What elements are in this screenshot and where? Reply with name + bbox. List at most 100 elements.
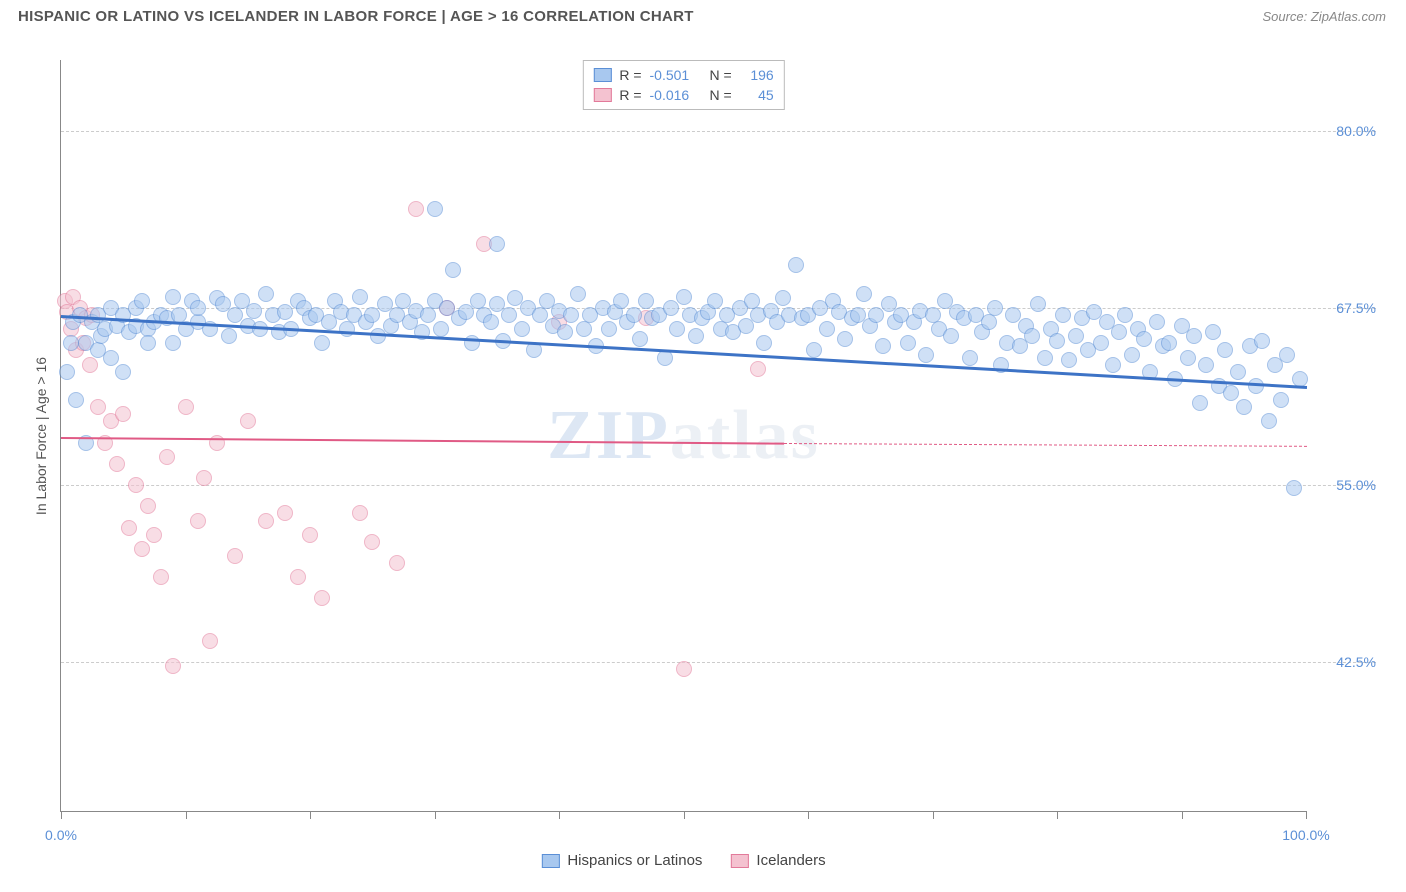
x-tick <box>61 811 62 819</box>
data-point-icelander <box>364 534 380 550</box>
data-point-icelander <box>750 361 766 377</box>
data-point-hispanic <box>134 293 150 309</box>
data-point-hispanic <box>1093 335 1109 351</box>
data-point-hispanic <box>756 335 772 351</box>
data-point-hispanic <box>1030 296 1046 312</box>
data-point-icelander <box>190 513 206 529</box>
n-label: N = <box>710 87 732 103</box>
data-point-hispanic <box>1279 347 1295 363</box>
data-point-icelander <box>676 661 692 677</box>
trend-line <box>61 437 784 445</box>
data-point-hispanic <box>445 262 461 278</box>
data-point-hispanic <box>1061 352 1077 368</box>
r-value: -0.501 <box>650 67 702 83</box>
stats-row: R = -0.016 N = 45 <box>593 85 773 105</box>
data-point-hispanic <box>1205 324 1221 340</box>
data-point-hispanic <box>252 321 268 337</box>
data-point-hispanic <box>819 321 835 337</box>
r-label: R = <box>619 87 641 103</box>
x-tick <box>186 811 187 819</box>
data-point-icelander <box>389 555 405 571</box>
legend-swatch <box>593 68 611 82</box>
n-value: 196 <box>740 67 774 83</box>
data-point-icelander <box>134 541 150 557</box>
data-point-hispanic <box>1254 333 1270 349</box>
data-point-hispanic <box>1124 347 1140 363</box>
data-point-icelander <box>258 513 274 529</box>
data-point-hispanic <box>1117 307 1133 323</box>
data-point-icelander <box>240 413 256 429</box>
data-point-hispanic <box>563 307 579 323</box>
grid-line <box>61 662 1376 663</box>
data-point-hispanic <box>868 307 884 323</box>
legend-label: Icelanders <box>756 852 825 869</box>
data-point-hispanic <box>1198 357 1214 373</box>
data-point-hispanic <box>352 289 368 305</box>
y-tick-label: 67.5% <box>1316 300 1376 316</box>
data-point-hispanic <box>526 342 542 358</box>
data-point-hispanic <box>707 293 723 309</box>
r-label: R = <box>619 67 641 83</box>
data-point-hispanic <box>458 304 474 320</box>
data-point-hispanic <box>900 335 916 351</box>
data-point-icelander <box>159 449 175 465</box>
data-point-hispanic <box>943 328 959 344</box>
data-point-hispanic <box>1037 350 1053 366</box>
data-point-hispanic <box>1068 328 1084 344</box>
data-point-hispanic <box>489 236 505 252</box>
data-point-icelander <box>227 548 243 564</box>
plot-area: In Labor Force | Age > 16 ZIPatlas R =-0… <box>60 60 1306 812</box>
n-value: 45 <box>740 87 774 103</box>
data-point-hispanic <box>738 318 754 334</box>
y-tick-label: 80.0% <box>1316 123 1376 139</box>
r-value: -0.016 <box>650 87 702 103</box>
data-point-icelander <box>115 406 131 422</box>
data-point-hispanic <box>1105 357 1121 373</box>
data-point-hispanic <box>676 289 692 305</box>
data-point-hispanic <box>514 321 530 337</box>
data-point-hispanic <box>806 342 822 358</box>
legend-item: Hispanics or Latinos <box>541 852 702 869</box>
data-point-hispanic <box>1273 392 1289 408</box>
data-point-hispanic <box>570 286 586 302</box>
data-point-hispanic <box>1230 364 1246 380</box>
legend-label: Hispanics or Latinos <box>567 852 702 869</box>
x-tick <box>1306 811 1307 819</box>
data-point-hispanic <box>1217 342 1233 358</box>
data-point-hispanic <box>557 324 573 340</box>
data-point-hispanic <box>339 321 355 337</box>
data-point-hispanic <box>165 335 181 351</box>
y-tick-label: 42.5% <box>1316 654 1376 670</box>
data-point-hispanic <box>775 290 791 306</box>
data-point-hispanic <box>1192 395 1208 411</box>
data-point-icelander <box>209 435 225 451</box>
data-point-icelander <box>140 498 156 514</box>
data-point-hispanic <box>1161 335 1177 351</box>
data-point-hispanic <box>856 286 872 302</box>
x-tick <box>933 811 934 819</box>
data-point-icelander <box>302 527 318 543</box>
data-point-icelander <box>352 505 368 521</box>
data-point-icelander <box>82 357 98 373</box>
data-point-hispanic <box>632 331 648 347</box>
x-tick <box>559 811 560 819</box>
data-point-hispanic <box>68 392 84 408</box>
data-point-hispanic <box>63 335 79 351</box>
source-attribution: Source: ZipAtlas.com <box>1262 9 1386 24</box>
data-point-hispanic <box>962 350 978 366</box>
data-point-icelander <box>314 590 330 606</box>
data-point-hispanic <box>626 307 642 323</box>
legend-swatch <box>730 854 748 868</box>
x-tick <box>435 811 436 819</box>
trend-line <box>784 443 1307 447</box>
data-point-icelander <box>196 470 212 486</box>
data-point-icelander <box>202 633 218 649</box>
data-point-hispanic <box>277 304 293 320</box>
stats-legend-box: R = -0.501 N = 196 R = -0.016 N = 45 <box>582 60 784 110</box>
x-tick-label: 100.0% <box>1282 827 1329 843</box>
data-point-hispanic <box>1049 333 1065 349</box>
data-point-hispanic <box>221 328 237 344</box>
data-point-hispanic <box>837 331 853 347</box>
data-point-hispanic <box>190 300 206 316</box>
x-tick <box>310 811 311 819</box>
